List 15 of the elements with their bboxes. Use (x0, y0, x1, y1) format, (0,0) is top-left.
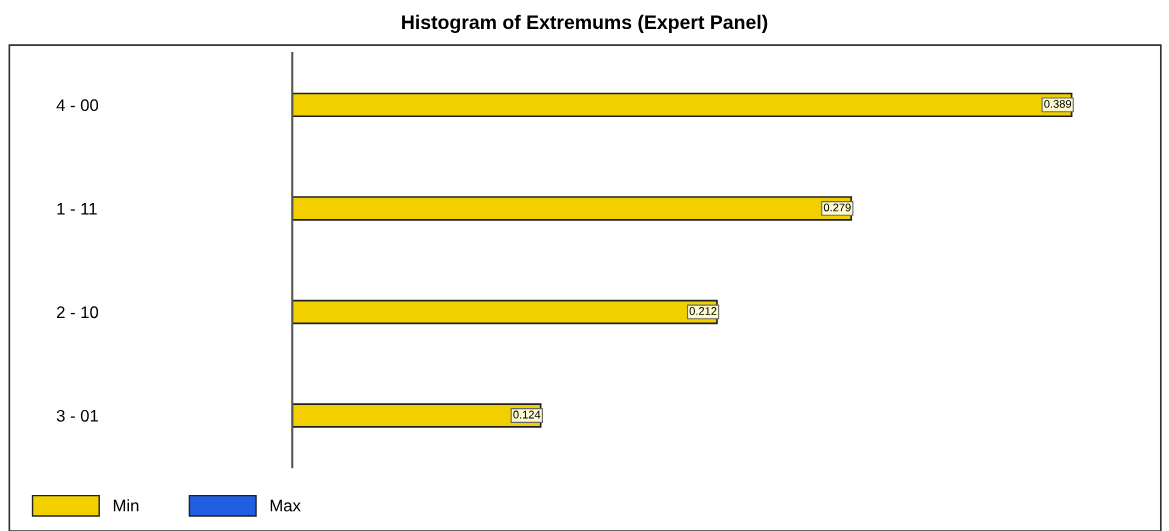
chart-title: Histogram of Extremums (Expert Panel) (402, 14, 768, 33)
data-label: 0.279 (823, 203, 851, 212)
bar (292, 92, 1073, 118)
y-tick-label: 1 - 11 (57, 202, 97, 215)
data-label: 0.124 (513, 410, 541, 419)
legend-label: Min (113, 499, 139, 512)
data-label: 0.212 (689, 307, 717, 315)
bar (292, 403, 542, 428)
y-tick-label: 2 - 10 (56, 306, 99, 319)
legend-label: Max (270, 499, 301, 512)
data-label: 0.389 (1044, 99, 1072, 108)
y-tick-label: 3 - 01 (56, 409, 98, 422)
bar (292, 299, 718, 325)
bar (292, 196, 853, 221)
y-tick-label: 4 - 00 (56, 99, 99, 112)
